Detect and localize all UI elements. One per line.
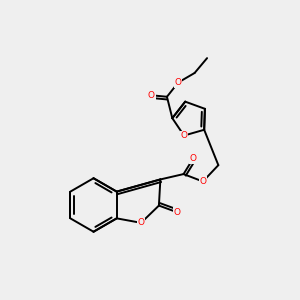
Text: O: O	[181, 131, 188, 140]
Text: O: O	[138, 218, 145, 227]
Text: O: O	[200, 177, 206, 186]
Text: O: O	[175, 78, 182, 87]
Text: O: O	[173, 208, 180, 217]
Text: O: O	[148, 91, 155, 100]
Text: O: O	[190, 154, 196, 163]
